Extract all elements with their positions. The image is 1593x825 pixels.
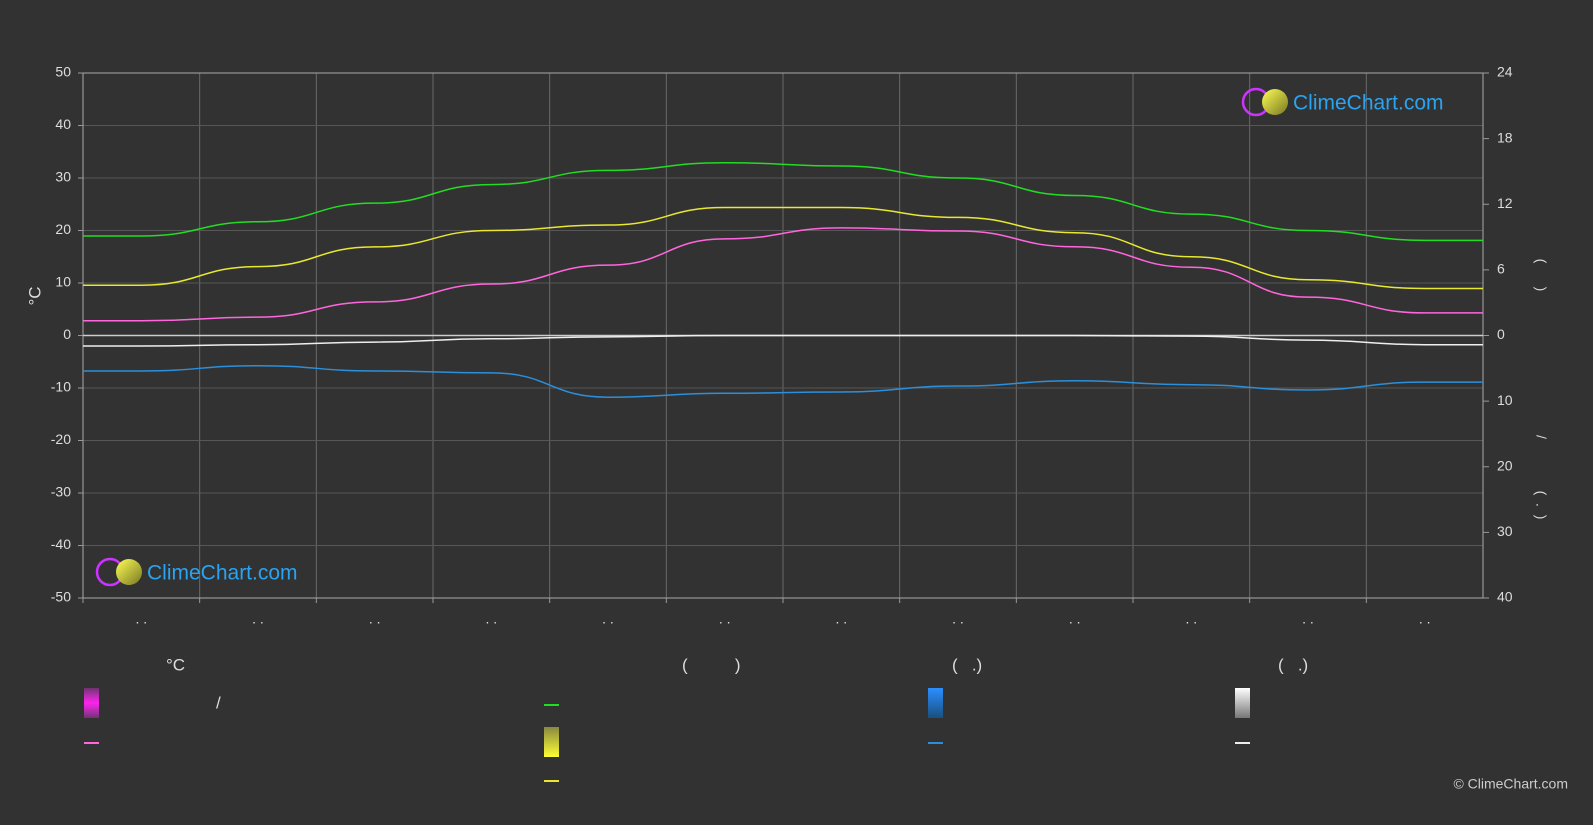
copyright: © ClimeChart.com bbox=[1453, 776, 1568, 792]
logo-text: ClimeChart.com bbox=[1293, 92, 1444, 115]
logo-text: ClimeChart.com bbox=[147, 562, 298, 585]
logo-sun bbox=[116, 559, 142, 585]
y-tick-label: 10 bbox=[55, 274, 71, 290]
y-axis-label: °C bbox=[25, 286, 44, 305]
series-line bbox=[83, 227, 1483, 322]
y3-tick-label: 10 bbox=[1497, 392, 1513, 408]
y2-axis-label: ( ) bbox=[1533, 259, 1549, 292]
y-tick-label: -10 bbox=[51, 379, 71, 395]
x-tick-label: . . bbox=[252, 611, 264, 627]
x-tick-label: . . bbox=[1419, 611, 1431, 627]
y-tick-label: -30 bbox=[51, 484, 71, 500]
y2-tick-label: 12 bbox=[1497, 195, 1513, 211]
series-line bbox=[83, 206, 1483, 290]
y-tick-label: 0 bbox=[63, 326, 71, 342]
y-tick-label: 20 bbox=[55, 221, 71, 237]
legend: °C ( ) ( .) ( .) / bbox=[84, 655, 1308, 782]
y-tick-label: -50 bbox=[51, 589, 71, 605]
x-tick-label: . . bbox=[135, 611, 147, 627]
y3-tick-label: 30 bbox=[1497, 523, 1513, 539]
x-tick-label: . . bbox=[1069, 611, 1081, 627]
y-tick-label: 50 bbox=[55, 64, 71, 80]
legend-text: / bbox=[216, 693, 221, 712]
y-tick-label: -20 bbox=[51, 431, 71, 447]
legend-swatch bbox=[1235, 688, 1250, 718]
y2-tick-label: 24 bbox=[1497, 64, 1513, 80]
y2-tick-label: 18 bbox=[1497, 129, 1513, 145]
y-tick-label: 30 bbox=[55, 169, 71, 185]
legend-header: ( .) bbox=[952, 655, 982, 674]
legend-header: ( .) bbox=[1278, 655, 1308, 674]
y2-tick-label: 6 bbox=[1497, 261, 1505, 277]
logo: ClimeChart.com bbox=[1241, 87, 1444, 117]
x-tick-label: . . bbox=[1302, 611, 1314, 627]
legend-header: ( ) bbox=[682, 655, 741, 674]
x-tick-label: . . bbox=[952, 611, 964, 627]
legend-swatch bbox=[84, 688, 99, 718]
x-tick-label: . . bbox=[835, 611, 847, 627]
legend-swatch bbox=[544, 727, 559, 757]
y3-tick-label: 20 bbox=[1497, 457, 1513, 473]
x-tick-label: . . bbox=[1185, 611, 1197, 627]
x-tick-label: . . bbox=[719, 611, 731, 627]
logo-sun bbox=[1262, 89, 1288, 115]
x-tick-label: . . bbox=[485, 611, 497, 627]
x-tick-label: . . bbox=[602, 611, 614, 627]
y3-axis-label: / bbox=[1533, 435, 1549, 439]
series-line bbox=[83, 334, 1483, 347]
y3-tick-label: 40 bbox=[1497, 589, 1513, 605]
logo: ClimeChart.com bbox=[95, 557, 298, 587]
y-tick-label: -40 bbox=[51, 536, 71, 552]
series-line bbox=[83, 364, 1483, 398]
plot-area bbox=[82, 72, 1484, 599]
legend-header: °C bbox=[166, 655, 185, 674]
series-line bbox=[83, 161, 1483, 242]
y2-tick-label: 0 bbox=[1497, 326, 1505, 342]
legend-swatch bbox=[928, 688, 943, 718]
x-tick-label: . . bbox=[369, 611, 381, 627]
y-tick-label: 40 bbox=[55, 116, 71, 132]
y3-axis-label: ( . ) bbox=[1533, 491, 1549, 520]
